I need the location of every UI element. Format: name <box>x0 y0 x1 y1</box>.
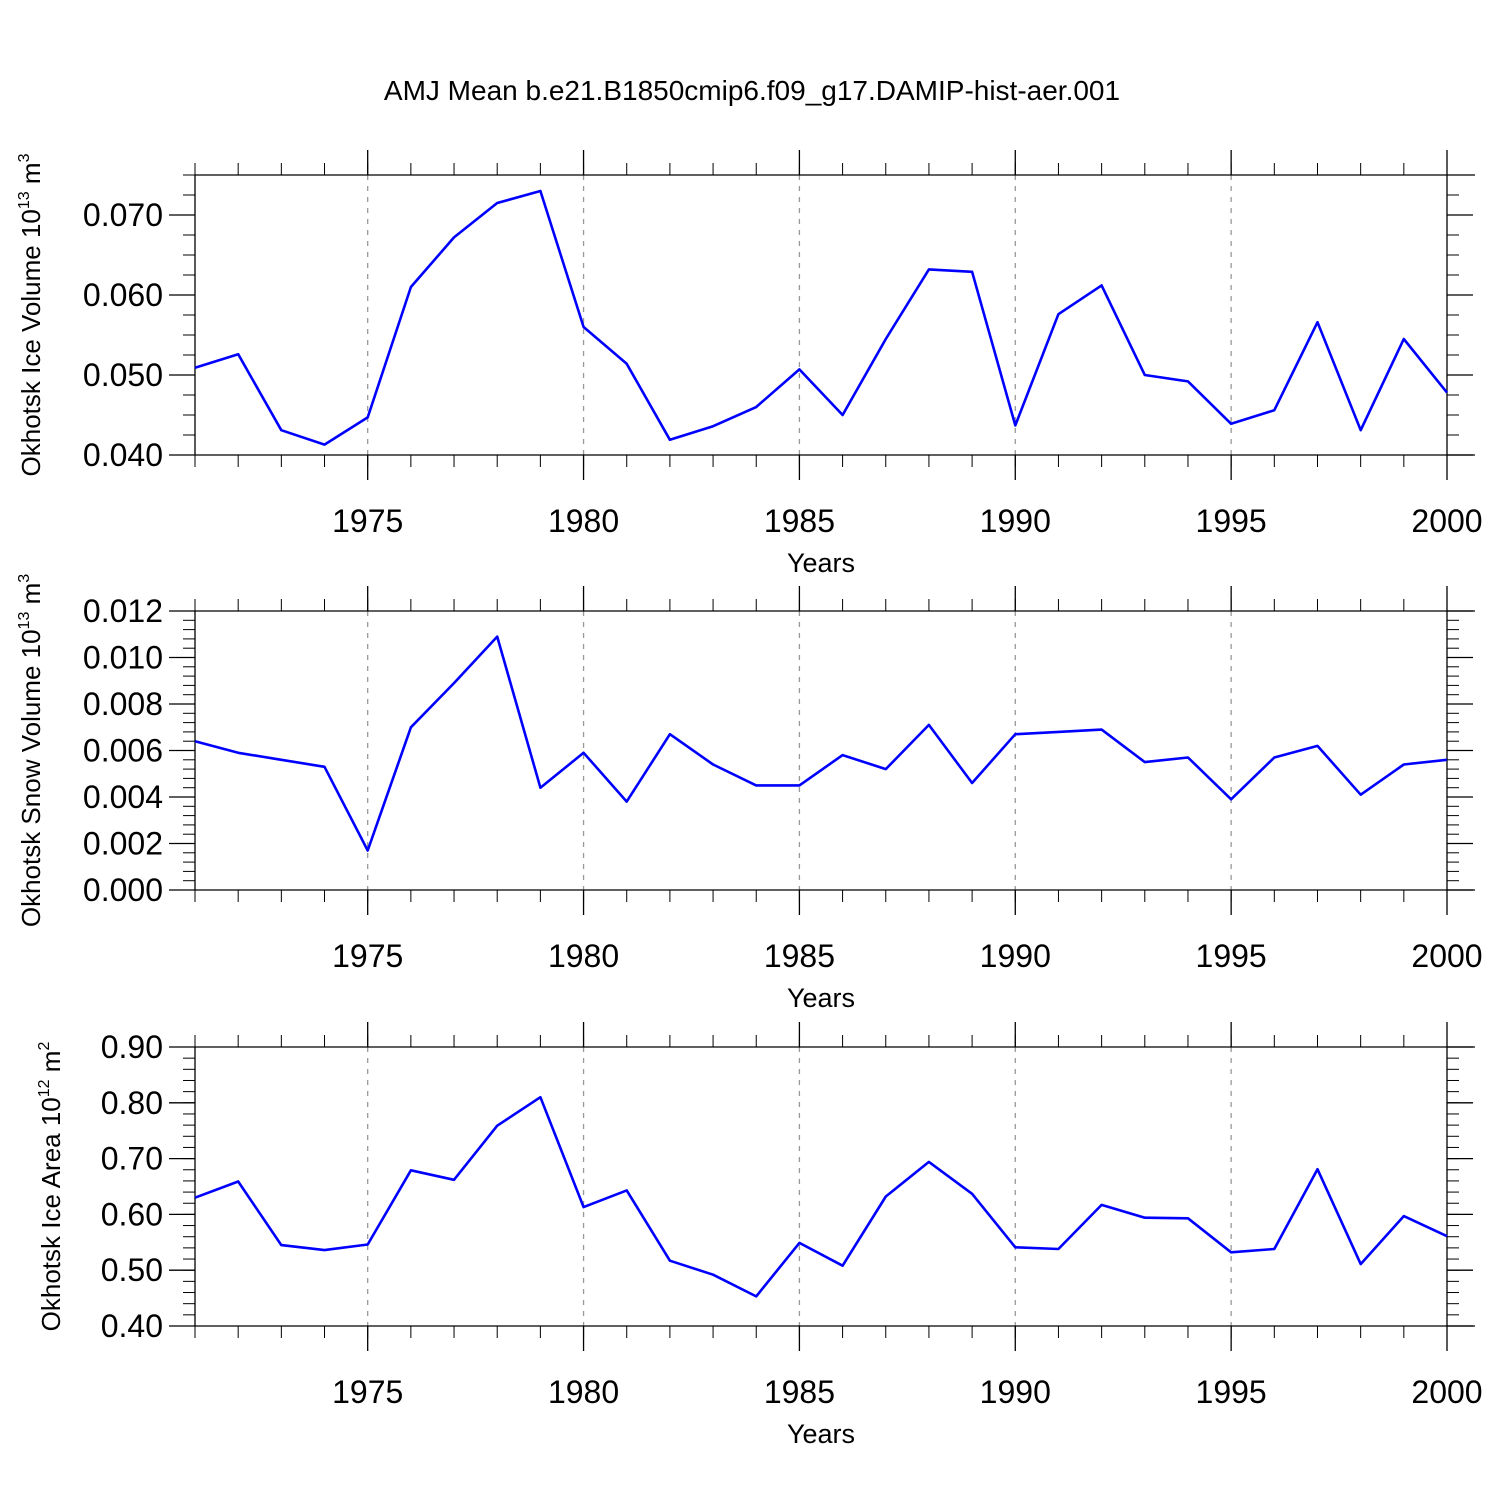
figure-title: AMJ Mean b.e21.B1850cmip6.f09_g17.DAMIP-… <box>384 75 1120 106</box>
x-tick-label: 1985 <box>764 938 835 974</box>
x-tick-label: 1975 <box>332 1374 403 1410</box>
y-tick-label: 0.002 <box>83 826 163 862</box>
chart-panel-1: 0.040 0.050 0.060 0.070 1975 1980 1985 1990 1995… <box>16 150 1483 578</box>
x-tick-label: 1995 <box>1196 1374 1267 1410</box>
y-tick-label: 0.010 <box>83 640 163 676</box>
x-tick-label: 1990 <box>980 1374 1051 1410</box>
x-tick-label: 1980 <box>548 1374 619 1410</box>
y-tick-label: 0.80 <box>101 1085 163 1121</box>
y-tick-label: 0.60 <box>101 1196 163 1232</box>
data-series-line <box>194 1095 1448 1298</box>
x-tick-label: 2000 <box>1411 1374 1482 1410</box>
y-tick-label: 0.90 <box>101 1029 163 1065</box>
y-tick-label: 0.006 <box>83 733 163 769</box>
x-tick-label: 1975 <box>332 938 403 974</box>
x-axis-label: Years <box>787 983 855 1013</box>
x-tick-label: 1980 <box>548 503 619 539</box>
x-axis-label: Years <box>787 548 855 578</box>
x-tick-label: 1980 <box>548 938 619 974</box>
chart-panel-3: 0.40 0.50 0.60 0.70 0.80 0.90 1975 1980 1985 1990… <box>36 1022 1483 1449</box>
y-tick-label: 0.050 <box>83 357 163 393</box>
data-series-line <box>194 189 1449 446</box>
data-series-line <box>194 635 1448 852</box>
y-tick-label: 0.40 <box>101 1308 163 1344</box>
y-axis-label: Okhotsk Ice Area 1012 m2 <box>36 1042 66 1332</box>
y-tick-label: 0.004 <box>83 779 163 815</box>
x-tick-label: 2000 <box>1411 938 1482 974</box>
x-tick-label: 1975 <box>332 503 403 539</box>
y-tick-label: 0.50 <box>101 1252 163 1288</box>
x-tick-label: 1985 <box>764 1374 835 1410</box>
x-tick-label: 1995 <box>1196 503 1267 539</box>
x-tick-label: 1990 <box>980 503 1051 539</box>
y-tick-label: 0.070 <box>83 197 163 233</box>
y-tick-label: 0.008 <box>83 686 163 722</box>
x-tick-label: 2000 <box>1411 503 1482 539</box>
y-tick-label: 0.000 <box>83 872 163 908</box>
y-axis-label: Okhotsk Ice Volume 1013 m3 <box>16 153 46 476</box>
chart-panel-2: 0.000 0.002 0.004 0.006 0.008 0.010 0.012 1975 1… <box>16 574 1483 1013</box>
y-tick-label: 0.012 <box>83 593 163 629</box>
x-tick-label: 1990 <box>980 938 1051 974</box>
x-axis-label: Years <box>787 1419 855 1449</box>
y-tick-label: 0.060 <box>83 277 163 313</box>
y-axis-label: Okhotsk Snow Volume 1013 m3 <box>16 574 46 927</box>
y-tick-label: 0.70 <box>101 1141 163 1177</box>
x-tick-label: 1985 <box>764 503 835 539</box>
y-tick-label: 0.040 <box>83 437 163 473</box>
x-tick-label: 1995 <box>1196 938 1267 974</box>
